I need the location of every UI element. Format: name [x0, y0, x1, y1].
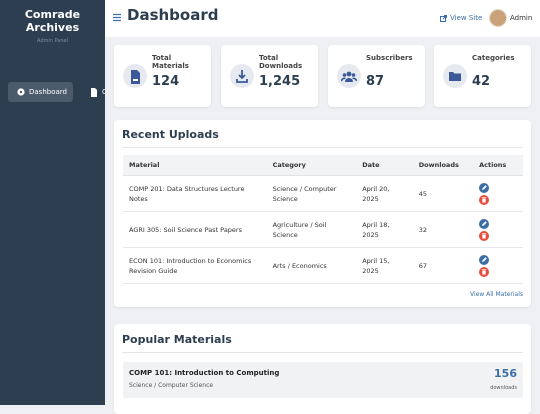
table-cell: COMP 201: Data Structures Lecture Notes — [123, 175, 267, 212]
edit-button[interactable] — [479, 254, 490, 265]
stat-label: Total Downloads — [259, 54, 303, 70]
stat-icon — [337, 64, 361, 88]
stat-value: 42 — [472, 74, 491, 89]
icon — [481, 196, 487, 202]
actions-cell — [473, 211, 523, 248]
menu-icon[interactable] — [113, 13, 122, 22]
stat-label: Total Materials — [152, 54, 189, 70]
icon — [482, 184, 487, 190]
stat-value: 124 — [152, 74, 180, 89]
view-all-link[interactable]: View All Materials — [470, 291, 523, 298]
icon — [482, 256, 487, 262]
table-cell: 67 — [412, 247, 474, 284]
icon — [482, 220, 487, 226]
icon — [236, 70, 248, 83]
divider — [122, 352, 523, 353]
sidebar: Comrade Archives Admin Panel Dashboard C — [0, 0, 105, 405]
section-title: Popular Materials — [122, 333, 232, 346]
item-downloads-unit: downloads — [490, 385, 517, 391]
actions-cell — [473, 175, 523, 212]
table-row: COMP 201: Data Structures Lecture Notes S… — [123, 175, 523, 212]
nav-item[interactable]: C — [90, 82, 105, 102]
stat-value: 1,245 — [259, 74, 301, 89]
sidebar-title: Comrade Archives — [24, 8, 81, 34]
nav-label: Dashboard — [29, 88, 67, 96]
table-cell: April 18, 2025 — [356, 211, 413, 248]
table-cell: ECON 101: Introduction to Economics Revi… — [123, 247, 267, 284]
table-cell: Arts / Economics — [266, 247, 357, 284]
item-title: COMP 101: Introduction to Computing — [129, 369, 280, 377]
nav-icon — [91, 87, 97, 97]
item-category: Science / Computer Science — [129, 382, 214, 389]
icon — [449, 72, 461, 81]
stat-card: Total Materials 124 — [114, 45, 211, 107]
popular-card: Popular Materials COMP 101: Introduction… — [114, 324, 531, 414]
top-bar: Dashboard View Site Admin — [105, 0, 540, 37]
table-row: ECON 101: Introduction to Economics Revi… — [123, 247, 523, 284]
table-cell: 32 — [412, 211, 474, 248]
column-header: Actions — [473, 155, 523, 176]
stat-value: 87 — [366, 74, 385, 89]
table-cell: 45 — [412, 175, 474, 212]
stat-label: Subscribers — [366, 54, 413, 62]
link-icon — [440, 14, 447, 22]
avatar[interactable] — [489, 9, 507, 27]
stat-icon — [443, 64, 467, 88]
divider — [122, 147, 523, 148]
icon — [131, 70, 140, 84]
item-downloads: 156 — [494, 367, 517, 380]
page-title: Dashboard — [127, 6, 219, 24]
stat-card: Total Downloads 1,245 — [221, 45, 318, 107]
table-cell: April 15, 2025 — [356, 247, 413, 284]
recent-uploads-card: Recent Uploads Material Category Date Downl… — [114, 120, 531, 307]
stat-card: Subscribers 87 — [328, 45, 425, 107]
nav-icon — [17, 88, 25, 96]
icon — [481, 268, 487, 274]
popular-item[interactable]: COMP 101: Introduction to Computing Scie… — [123, 362, 523, 398]
table-body: COMP 201: Data Structures Lecture Notes S… — [123, 175, 523, 284]
sidebar-subtitle: Admin Panel — [36, 38, 68, 44]
stat-icon — [123, 64, 147, 88]
nav-item[interactable]: Dashboard — [8, 82, 73, 102]
table-row: AGRI 305: Soil Science Past Papers Agricu… — [123, 211, 523, 248]
icon — [481, 232, 487, 238]
stat-icon — [230, 64, 254, 88]
table-cell: April 20, 2025 — [356, 175, 413, 212]
edit-button[interactable] — [479, 182, 490, 193]
actions-cell — [473, 247, 523, 284]
view-site-link[interactable]: View Site — [440, 14, 482, 22]
icon — [341, 71, 357, 82]
delete-button[interactable] — [479, 194, 490, 205]
delete-button[interactable] — [479, 266, 490, 277]
column-header: Material — [123, 155, 267, 176]
stat-label: Categories — [472, 54, 515, 62]
uploads-table: Material Category Date Downloads Actions COM… — [123, 155, 523, 284]
edit-button[interactable] — [479, 218, 490, 229]
delete-button[interactable] — [479, 230, 490, 241]
user-name: Admin — [510, 14, 533, 22]
table-cell: Agriculture / Soil Science — [266, 211, 357, 248]
table-cell: Science / Computer Science — [266, 175, 357, 212]
stat-card: Categories 42 — [434, 45, 531, 107]
column-header: Downloads — [412, 155, 474, 176]
column-header: Date — [356, 155, 413, 176]
nav-label: C — [102, 88, 105, 96]
table-header-row: Material Category Date Downloads Actions — [123, 155, 523, 176]
section-title: Recent Uploads — [122, 128, 219, 141]
view-site-label: View Site — [450, 14, 483, 22]
column-header: Category — [266, 155, 357, 176]
table-cell: AGRI 305: Soil Science Past Papers — [123, 211, 267, 248]
